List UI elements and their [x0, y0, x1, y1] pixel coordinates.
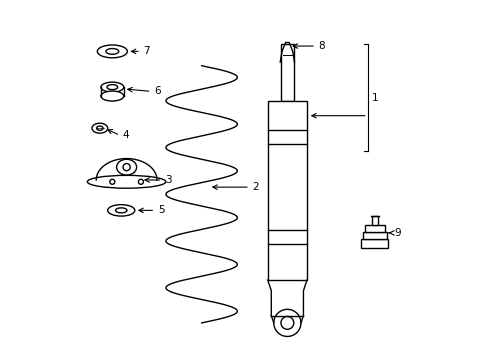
Ellipse shape: [116, 159, 136, 175]
Text: 3: 3: [165, 175, 171, 185]
Bar: [363, 232, 386, 239]
Circle shape: [273, 309, 300, 337]
Bar: [361, 239, 387, 248]
Ellipse shape: [87, 175, 165, 188]
Ellipse shape: [92, 123, 107, 133]
Ellipse shape: [107, 85, 118, 90]
Text: 1: 1: [371, 93, 378, 103]
Ellipse shape: [101, 91, 123, 101]
Ellipse shape: [115, 208, 127, 213]
Text: 4: 4: [122, 130, 128, 140]
Ellipse shape: [101, 82, 123, 92]
Circle shape: [138, 179, 143, 184]
Bar: [364, 225, 384, 232]
Ellipse shape: [97, 126, 103, 130]
Circle shape: [123, 163, 130, 171]
Circle shape: [110, 179, 115, 184]
Text: 7: 7: [143, 46, 150, 57]
Bar: [371, 216, 377, 225]
Bar: [267, 102, 306, 280]
Ellipse shape: [107, 204, 135, 216]
Text: 5: 5: [157, 205, 164, 215]
Ellipse shape: [106, 49, 119, 54]
Bar: [281, 44, 293, 102]
Ellipse shape: [97, 45, 127, 58]
Text: 9: 9: [394, 228, 400, 238]
Text: 2: 2: [252, 182, 259, 192]
Circle shape: [281, 316, 293, 329]
Text: 8: 8: [318, 41, 325, 51]
Text: 6: 6: [154, 86, 161, 96]
